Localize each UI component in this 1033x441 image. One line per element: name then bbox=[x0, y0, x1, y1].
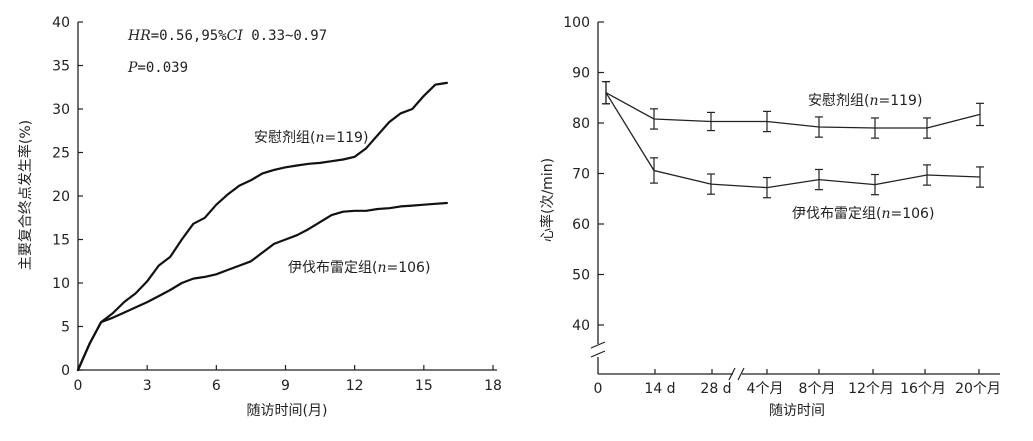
right-ivabradine-series-label: 伊伐布雷定组(n=106) bbox=[792, 206, 934, 222]
left-x-tick-label: 6 bbox=[212, 378, 221, 394]
left-y-tick-label: 30 bbox=[52, 102, 70, 118]
left-x-tick-label: 15 bbox=[415, 378, 433, 394]
left-chart: 主要复合终点发生率(%) 0 5 10 15 20 25 30 35 40 0 3 6 9 12 15 18… bbox=[17, 15, 502, 419]
right-y-tick-label: 100 bbox=[563, 15, 590, 31]
right-x-tick-label: 28 d bbox=[700, 381, 731, 397]
right-x-tick-label: 14 d bbox=[644, 381, 675, 397]
left-x-tick-label: 18 bbox=[484, 378, 502, 394]
right-y-tick-label: 70 bbox=[572, 167, 590, 183]
right-y-axis-title: 心率(次/min) bbox=[539, 158, 556, 242]
right-x-tick-label: 20个月 bbox=[955, 381, 1001, 397]
right-y-tick-label: 60 bbox=[572, 217, 590, 233]
left-x-ticks: 0 3 6 9 12 15 18 bbox=[74, 365, 502, 394]
ivabradine-heart-rate-line bbox=[605, 92, 981, 189]
right-x-tick-label: 4个月 bbox=[747, 381, 784, 397]
placebo-heart-rate-line bbox=[605, 92, 981, 129]
right-y-tick-label: 80 bbox=[572, 116, 590, 132]
right-x-tick-label: 12个月 bbox=[848, 381, 894, 397]
y-axis-break-mark-1 bbox=[590, 341, 606, 349]
left-x-tick-label: 12 bbox=[346, 378, 364, 394]
y-axis-break-mark-2 bbox=[590, 350, 606, 358]
right-placebo-series-label: 安慰剂组(n=119) bbox=[808, 92, 922, 109]
right-x-tick-label: 8个月 bbox=[799, 381, 836, 397]
hr-annotation: HR=0.56,95%CI 0.33~0.97 bbox=[127, 28, 327, 44]
x-axis-break-mark-2 bbox=[737, 367, 745, 381]
left-y-axis-title: 主要复合终点发生率(%) bbox=[17, 120, 34, 270]
left-x-axis-title: 随访时间(月) bbox=[247, 403, 328, 419]
left-y-ticks: 0 5 10 15 20 25 30 35 40 bbox=[52, 15, 83, 379]
right-y-ticks: 40 50 60 70 80 90 100 bbox=[563, 15, 604, 334]
p-value-annotation: P=0.039 bbox=[127, 60, 188, 76]
left-y-tick-label: 5 bbox=[61, 320, 70, 336]
left-x-tick-label: 0 bbox=[74, 378, 83, 394]
right-x-axis-title: 随访时间 bbox=[769, 403, 825, 419]
right-series bbox=[602, 80, 984, 199]
ivabradine-incidence-curve bbox=[76, 201, 448, 372]
x-axis-break-mark-1 bbox=[728, 367, 736, 381]
right-x-tick-label-origin: 0 bbox=[594, 381, 603, 397]
right-x-tick-label: 16个月 bbox=[900, 381, 946, 397]
right-chart: 心率(次/min) 0 40 50 60 70 80 90 100 14 d 28 d 4个月 8… bbox=[539, 15, 1001, 419]
left-placebo-series-label: 安慰剂组(n=119) bbox=[254, 129, 368, 146]
left-y-tick-label: 10 bbox=[52, 276, 70, 292]
right-y-tick-label: 40 bbox=[572, 318, 590, 334]
right-x-ticks: 14 d 28 d 4个月 8个月 12个月 16个月 20个月 bbox=[644, 369, 1001, 397]
left-x-tick-label: 9 bbox=[281, 378, 290, 394]
left-y-tick-label: 35 bbox=[52, 59, 70, 75]
left-ivabradine-series-label: 伊伐布雷定组(n=106) bbox=[288, 260, 430, 276]
right-y-tick-label: 50 bbox=[572, 268, 590, 284]
left-y-tick-label: 20 bbox=[52, 189, 70, 205]
left-y-tick-label: 15 bbox=[52, 233, 70, 249]
left-x-tick-label: 3 bbox=[143, 378, 152, 394]
left-y-tick-label: 25 bbox=[52, 146, 70, 162]
right-y-tick-label: 90 bbox=[572, 66, 590, 82]
left-y-tick-label: 40 bbox=[52, 15, 70, 31]
placebo-incidence-curve bbox=[76, 81, 448, 372]
left-y-tick-label: 0 bbox=[61, 363, 70, 379]
